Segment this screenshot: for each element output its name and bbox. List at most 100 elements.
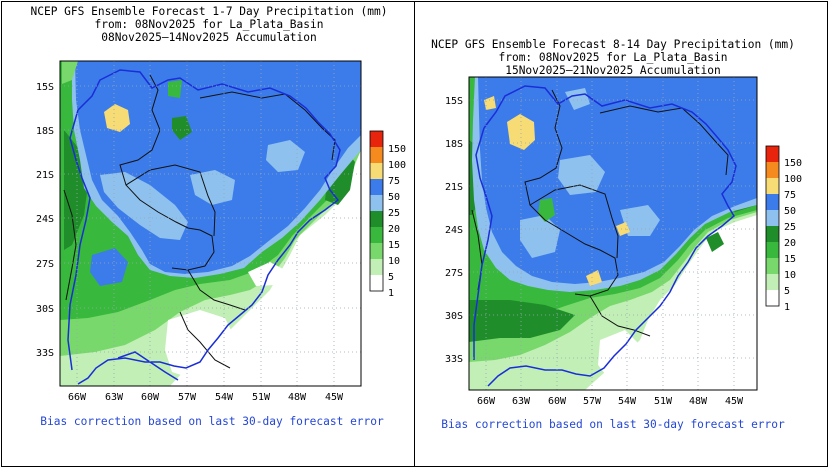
colorbar-label: 5	[388, 272, 394, 283]
precip-region-50mm-southwest	[90, 248, 128, 286]
precip-region-25mm-chaco	[520, 215, 560, 258]
lat-label: 33S	[445, 354, 463, 365]
colorbar-swatch-10	[766, 258, 779, 274]
colorbar-swatch-150	[766, 146, 779, 162]
lat-label: 27S	[445, 268, 463, 279]
colorbar-swatch-20	[370, 211, 383, 227]
precip-region-yellow-nw	[484, 96, 496, 110]
colorbar-label: 50	[784, 206, 796, 217]
border-bolivia-paraguay	[119, 74, 215, 271]
lon-label: 48W	[288, 392, 307, 403]
panel-left-title-line2: from: 08Nov2025 for La_Plata_Basin	[94, 18, 323, 31]
colorbar-swatch-25	[370, 195, 383, 211]
lat-label: 21S	[445, 182, 463, 193]
lon-label: 60W	[141, 392, 160, 403]
lon-label: 54W	[618, 396, 637, 407]
colorbar-label: 5	[784, 286, 790, 297]
colorbar-label: 25	[388, 208, 400, 219]
lat-label: 30S	[36, 304, 54, 315]
lat-label: 30S	[445, 311, 463, 322]
border-paraguay	[529, 184, 619, 259]
border-andes	[63, 189, 77, 301]
precip-region-50-75mm-south	[586, 270, 602, 286]
panel-right-lon-axis: 66W 63W 60W 57W 54W 51W 48W 45W	[477, 396, 744, 407]
colorbar-label: 1	[784, 302, 790, 313]
colorbar-swatch-5	[766, 274, 779, 290]
lon-label: 63W	[512, 396, 531, 407]
colorbar-swatch-20	[766, 226, 779, 242]
precip-region-below-1mm	[598, 330, 640, 380]
lat-label: 15S	[445, 96, 463, 107]
colorbar-swatch-100	[370, 147, 383, 163]
lat-label: 24S	[445, 225, 463, 236]
precip-region-dry-patch	[248, 262, 285, 286]
panel-left-title-line3: 08Nov2025—14Nov2025 Accumulation	[101, 31, 317, 44]
map-gridlines	[469, 77, 757, 390]
panel-right-footer: Bias correction based on last 30-day for…	[441, 418, 785, 431]
lon-label: 54W	[215, 392, 234, 403]
colorbar-frame	[369, 130, 384, 292]
precip-region-25mm-central	[558, 155, 605, 195]
lat-label: 21S	[36, 170, 54, 181]
lon-label: 45W	[325, 392, 344, 403]
lon-label: 66W	[477, 396, 496, 407]
panel-left-lat-axis: 15S 18S 21S 24S 27S 30S 33S	[36, 82, 54, 359]
colorbar-swatch-25	[766, 210, 779, 226]
precip-region-50-75mm	[104, 104, 130, 132]
basin-outline	[67, 69, 341, 385]
colorbar-label: 25	[784, 222, 796, 233]
colorbar-label: 50	[388, 192, 400, 203]
colorbar-label: 10	[388, 256, 400, 267]
colorbar-swatch-10	[370, 243, 383, 259]
basin-outline	[473, 85, 737, 387]
lon-label: 57W	[583, 396, 602, 407]
border-uruguay-north	[589, 295, 651, 337]
colorbar-label: 150	[388, 144, 406, 155]
panel-right-title-line2: from: 08Nov2025 for La_Plata_Basin	[498, 51, 727, 64]
colorbar-label: 15	[388, 240, 400, 251]
colorbar-swatch-50	[370, 179, 383, 195]
colorbar-label: 1	[388, 288, 394, 299]
lon-label: 48W	[689, 396, 708, 407]
precip-region-50-75mm	[507, 114, 535, 150]
lon-label: 51W	[252, 392, 271, 403]
lat-label: 18S	[36, 126, 54, 137]
precip-region-green-north	[168, 80, 182, 98]
colorbar-swatch-5	[370, 259, 383, 275]
border-uruguay-north	[187, 269, 246, 311]
colorbar-label: 150	[784, 158, 802, 169]
panel-right-map	[469, 77, 757, 390]
colorbar-labels: 150 100 75 50 25 20 15 10 5 1	[388, 144, 406, 299]
panel-left-lon-axis: 66W 63W 60W 57W 54W 51W 48W 45W	[68, 392, 344, 403]
panel-right-map-frame	[468, 76, 758, 391]
panel-left-title-line1: NCEP GFS Ensemble Forecast 1-7 Day Preci…	[31, 5, 388, 18]
colorbar-label: 20	[784, 238, 796, 249]
colorbar-swatch-1	[766, 290, 779, 306]
colorbar-label: 10	[784, 270, 796, 281]
colorbar-swatch-75	[766, 178, 779, 194]
lat-label: 24S	[36, 214, 54, 225]
panel-right-title-line3: 15Nov2025—21Nov2025 Accumulation	[505, 64, 721, 77]
lon-label: 63W	[105, 392, 124, 403]
lon-label: 45W	[725, 396, 744, 407]
colorbar-label: 20	[388, 224, 400, 235]
lon-label: 57W	[178, 392, 197, 403]
precip-region-25mm-east	[266, 140, 305, 172]
colorbar-labels: 150 100 75 50 25 20 15 10 5 1	[784, 158, 802, 313]
precip-region-green-spot	[538, 198, 555, 222]
colorbar-swatch-50	[766, 194, 779, 210]
lat-label: 27S	[36, 259, 54, 270]
panel-left-map	[60, 61, 361, 386]
precip-region-50-75mm-east	[616, 222, 630, 236]
panel-right: NCEP GFS Ensemble Forecast 8-14 Day Prec…	[431, 38, 802, 431]
lon-label: 51W	[654, 396, 673, 407]
lat-label: 15S	[36, 82, 54, 93]
border-brazil-north	[599, 105, 729, 176]
precip-region-green-coast	[706, 232, 724, 252]
colorbar-label: 15	[784, 254, 796, 265]
colorbar-swatch-75	[370, 163, 383, 179]
colorbar-label: 100	[784, 174, 802, 185]
panel-left: NCEP GFS Ensemble Forecast 1-7 Day Preci…	[31, 5, 407, 428]
